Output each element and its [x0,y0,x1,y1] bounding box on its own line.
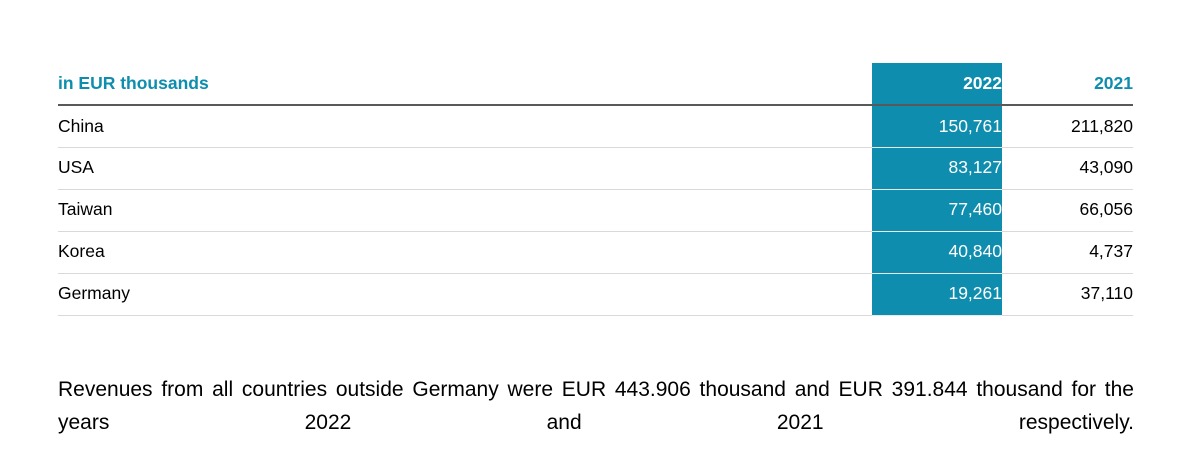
cell-korea-2022: 40,840 [872,231,1002,274]
table-row: USA 83,127 43,090 [58,147,1133,190]
table-body: China 150,761 211,820 USA 83,127 43,090 … [58,105,1133,316]
row-label-usa: USA [58,147,872,190]
cell-taiwan-2022: 77,460 [872,189,1002,232]
column-header-label: in EUR thousands [58,63,872,106]
table-row: Germany 19,261 37,110 [58,273,1133,316]
row-label-korea: Korea [58,231,872,274]
row-label-china: China [58,105,872,148]
cell-taiwan-2021: 66,056 [1002,189,1133,232]
footnote-paragraph: Revenues from all countries outside Germ… [58,378,1134,434]
cell-china-2022: 150,761 [872,105,1002,148]
column-header-2022: 2022 [872,63,1002,106]
cell-germany-2022: 19,261 [872,273,1002,316]
row-label-germany: Germany [58,273,872,316]
cell-germany-2021: 37,110 [1002,273,1133,316]
column-header-2021: 2021 [1002,63,1133,106]
table-header-row: in EUR thousands 2022 2021 [58,63,1133,106]
row-label-taiwan: Taiwan [58,189,872,232]
table-row: Taiwan 77,460 66,056 [58,189,1133,232]
table-header: in EUR thousands 2022 2021 [58,63,1133,106]
cell-usa-2022: 83,127 [872,147,1002,190]
cell-usa-2021: 43,090 [1002,147,1133,190]
cell-china-2021: 211,820 [1002,105,1133,148]
cell-korea-2021: 4,737 [1002,231,1133,274]
revenues-by-country-table: in EUR thousands 2022 2021 China 150,761… [58,63,1133,316]
table-row: Korea 40,840 4,737 [58,231,1133,274]
table-row: China 150,761 211,820 [58,105,1133,148]
